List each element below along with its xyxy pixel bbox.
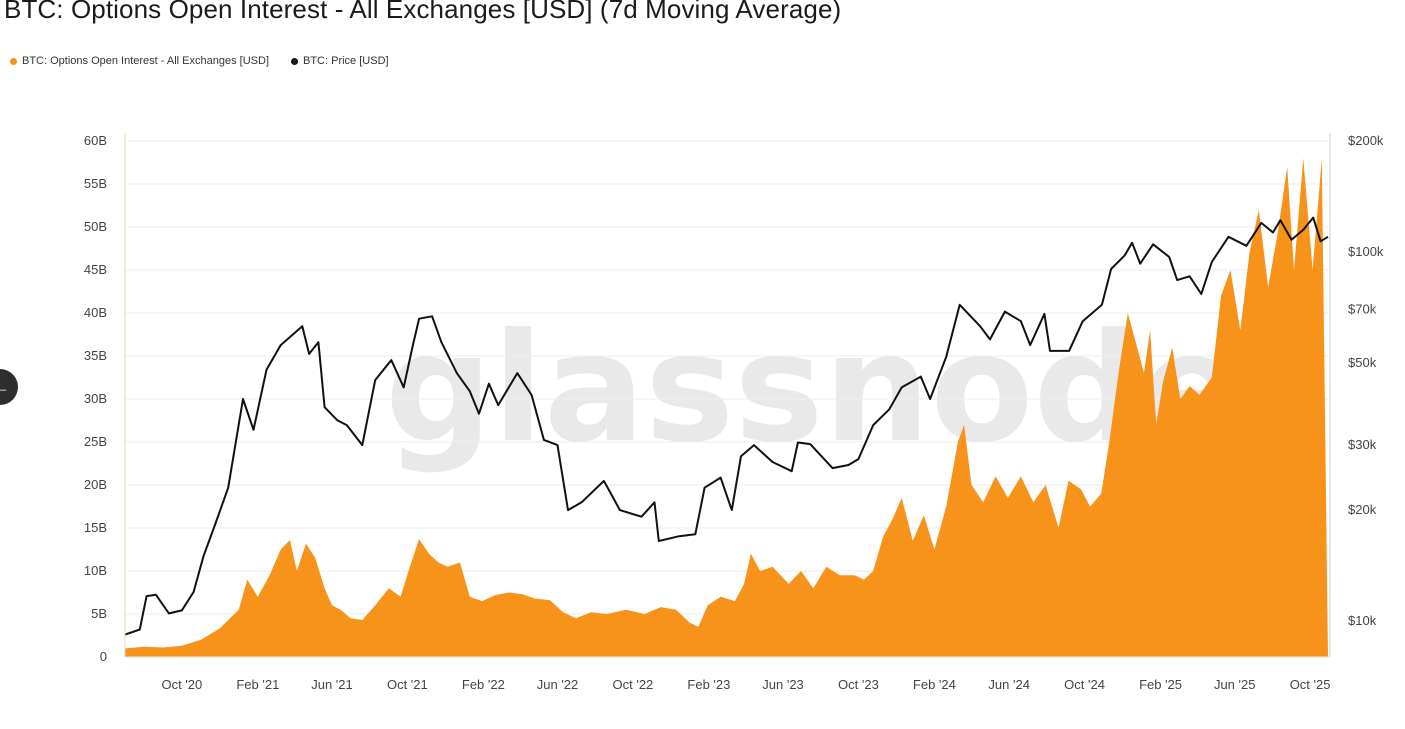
y-left-tick-label: 45B — [84, 262, 107, 277]
x-tick-label: Jun '21 — [311, 677, 353, 692]
x-tick-label: Feb '22 — [462, 677, 505, 692]
y-right-tick-label: $30k — [1348, 437, 1377, 452]
x-tick-label: Oct '20 — [161, 677, 202, 692]
x-tick-label: Feb '24 — [913, 677, 956, 692]
x-tick-label: Oct '22 — [613, 677, 654, 692]
y-left-tick-label: 40B — [84, 305, 107, 320]
legend-label-open-interest: BTC: Options Open Interest - All Exchang… — [22, 55, 269, 67]
x-tick-label: Feb '25 — [1139, 677, 1182, 692]
price-series — [124, 216, 1329, 636]
y-left-tick-label: 35B — [84, 348, 107, 363]
x-tick-label: Oct '25 — [1290, 677, 1331, 692]
x-tick-label: Oct '23 — [838, 677, 879, 692]
y-right-tick-label: $70k — [1348, 301, 1377, 316]
legend: BTC: Options Open Interest - All Exchang… — [10, 55, 389, 67]
y-right-tick-label: $10k — [1348, 613, 1377, 628]
x-tick-label: Jun '25 — [1214, 677, 1256, 692]
legend-swatch-open-interest — [10, 57, 17, 65]
left-arrow-icon: ← — [0, 377, 10, 397]
legend-item-open-interest[interactable]: BTC: Options Open Interest - All Exchang… — [10, 55, 269, 67]
y-left-tick-label: 15B — [84, 520, 107, 535]
y-right-tick-label: $100k — [1348, 244, 1384, 259]
x-tick-label: Feb '23 — [687, 677, 730, 692]
x-tick-label: Jun '24 — [988, 677, 1030, 692]
y-left-tick-label: 50B — [84, 219, 107, 234]
y-left-tick-label: 25B — [84, 434, 107, 449]
y-left-tick-label: 10B — [84, 563, 107, 578]
x-tick-label: Oct '21 — [387, 677, 428, 692]
y-right-tick-label: $20k — [1348, 502, 1377, 517]
chart-title: BTC: Options Open Interest - All Exchang… — [4, 0, 842, 24]
x-tick-label: Jun '22 — [537, 677, 579, 692]
y-left-tick-label: 30B — [84, 391, 107, 406]
y-left-tick-label: 20B — [84, 477, 107, 492]
price-line — [124, 216, 1329, 636]
open-interest-series — [125, 158, 1328, 657]
y-left-tick-label: 5B — [91, 606, 107, 621]
y-right-tick-label: $50k — [1348, 355, 1377, 370]
y-left-tick-label: 55B — [84, 176, 107, 191]
x-tick-label: Oct '24 — [1064, 677, 1105, 692]
x-tick-label: Jun '23 — [762, 677, 804, 692]
open-interest-area — [125, 158, 1328, 657]
axes: 0 5B 10B 15B 20B 25B 30B 35B 40B 45B 50B 55B 60B $10k… — [84, 133, 1384, 692]
legend-label-price: BTC: Price [USD] — [303, 55, 389, 67]
back-arrow-button[interactable]: ← — [0, 369, 18, 405]
y-left-tick-label: 60B — [84, 133, 107, 148]
y-left-tick-label: 0 — [100, 649, 107, 664]
legend-swatch-price — [291, 57, 298, 65]
legend-item-price[interactable]: BTC: Price [USD] — [291, 55, 389, 67]
y-right-tick-label: $200k — [1348, 133, 1384, 148]
x-tick-label: Feb '21 — [236, 677, 279, 692]
